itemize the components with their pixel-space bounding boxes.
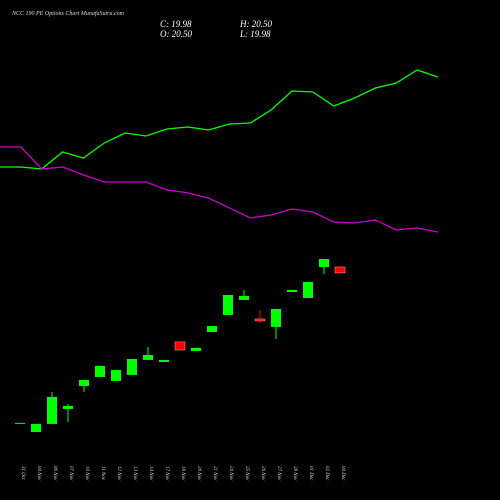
candle-body bbox=[174, 341, 186, 351]
candle-body bbox=[239, 295, 249, 300]
x-tick-label: 18 Nov bbox=[180, 466, 185, 481]
x-tick-label: 01 Dec bbox=[308, 466, 313, 481]
x-tick-label: 11 Nov bbox=[100, 466, 105, 481]
indicator-line bbox=[0, 69, 439, 170]
candle-body bbox=[47, 396, 57, 424]
candle-body bbox=[254, 318, 266, 322]
candle-body bbox=[143, 354, 153, 360]
candle-body bbox=[191, 347, 201, 351]
candle-body bbox=[271, 308, 281, 327]
x-tick-label: 17 Nov bbox=[164, 466, 169, 481]
x-tick-label: 21 Nov bbox=[212, 466, 217, 481]
x-tick-label: 25 Nov bbox=[244, 466, 249, 481]
candle-body bbox=[303, 281, 313, 298]
candle-body bbox=[127, 359, 137, 375]
x-tick-label: 28 Nov bbox=[292, 466, 297, 481]
x-tick-label: 04 Nov bbox=[36, 466, 41, 481]
ohlc-low: L: 19.98 bbox=[239, 29, 271, 39]
candle-body bbox=[334, 266, 346, 274]
x-tick-label: 26 Nov bbox=[260, 466, 265, 481]
x-tick-label: 20 Nov bbox=[196, 466, 201, 481]
candle-body bbox=[95, 365, 105, 377]
x-tick-label: 13 Nov bbox=[132, 466, 137, 481]
candle-body bbox=[207, 326, 217, 333]
candle-body bbox=[223, 294, 233, 315]
candle-body bbox=[111, 369, 121, 381]
x-tick-label: 10 Nov bbox=[84, 466, 89, 481]
x-tick-label: 12 Nov bbox=[116, 466, 121, 481]
chart-title: NCC 190 PE Options Chart MunafaSutra.com bbox=[11, 10, 125, 17]
ohlc-high: H: 20.50 bbox=[239, 19, 272, 29]
x-tick-label: 31 Oct bbox=[20, 466, 25, 480]
x-tick-label: 04 Dec bbox=[340, 466, 345, 481]
indicator-line bbox=[0, 146, 439, 233]
x-tick-label: 24 Nov bbox=[228, 466, 233, 481]
x-tick-label: 27 Nov bbox=[276, 466, 281, 481]
candle-body bbox=[31, 423, 41, 432]
ohlc-open: O: 20.50 bbox=[160, 29, 192, 39]
candle-body bbox=[79, 379, 89, 386]
x-tick-label: 07 Nov bbox=[68, 466, 73, 481]
ohlc-close: C: 19.98 bbox=[160, 19, 192, 29]
x-tick-label: 14 Nov bbox=[148, 466, 153, 481]
x-tick-label: 02 Dec bbox=[324, 466, 329, 481]
candle-body bbox=[319, 259, 329, 267]
candle-body bbox=[159, 359, 169, 362]
candle-body bbox=[287, 289, 297, 292]
x-tick-label: 06 Nov bbox=[52, 466, 57, 481]
candle-body bbox=[63, 405, 73, 409]
candle-body bbox=[15, 422, 25, 424]
